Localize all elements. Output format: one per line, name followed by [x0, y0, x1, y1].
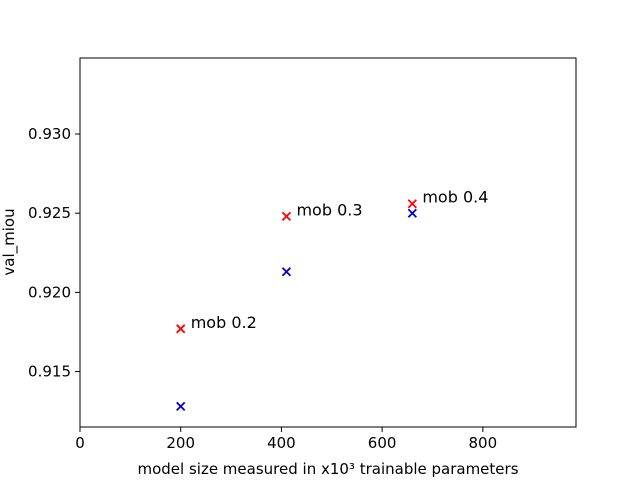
x-tick-label: 400 [267, 434, 296, 452]
x-tick-label: 800 [469, 434, 498, 452]
x-tick-label: 600 [368, 434, 397, 452]
y-tick-label: 0.930 [28, 125, 71, 143]
data-points [176, 199, 417, 412]
data-point [176, 401, 186, 412]
point-annotations: mob 0.2 mob 0.3 mob 0.4 [191, 188, 489, 332]
x-tick-label: 200 [166, 434, 195, 452]
data-point [407, 199, 417, 209]
data-point [281, 267, 292, 277]
data-point [176, 324, 186, 334]
data-point [281, 211, 292, 222]
y-axis-ticks: 0.915 0.920 0.925 0.930 [28, 125, 80, 381]
x-tick-label: 0 [75, 434, 85, 452]
plot-frame [79, 57, 577, 428]
x-axis-ticks: 0 200 400 600 800 [75, 427, 497, 452]
y-axis-label: val_miou [0, 208, 19, 275]
y-tick-label: 0.925 [28, 204, 71, 222]
x-axis-label: model size measured in x10³ trainable pa… [137, 460, 518, 478]
point-annotation: mob 0.4 [422, 188, 488, 207]
plot-background [80, 58, 576, 427]
point-annotation: mob 0.2 [191, 313, 257, 332]
point-annotation: mob 0.3 [296, 200, 362, 219]
y-tick-label: 0.920 [28, 283, 71, 301]
data-point [407, 208, 417, 218]
y-tick-label: 0.915 [28, 363, 71, 381]
